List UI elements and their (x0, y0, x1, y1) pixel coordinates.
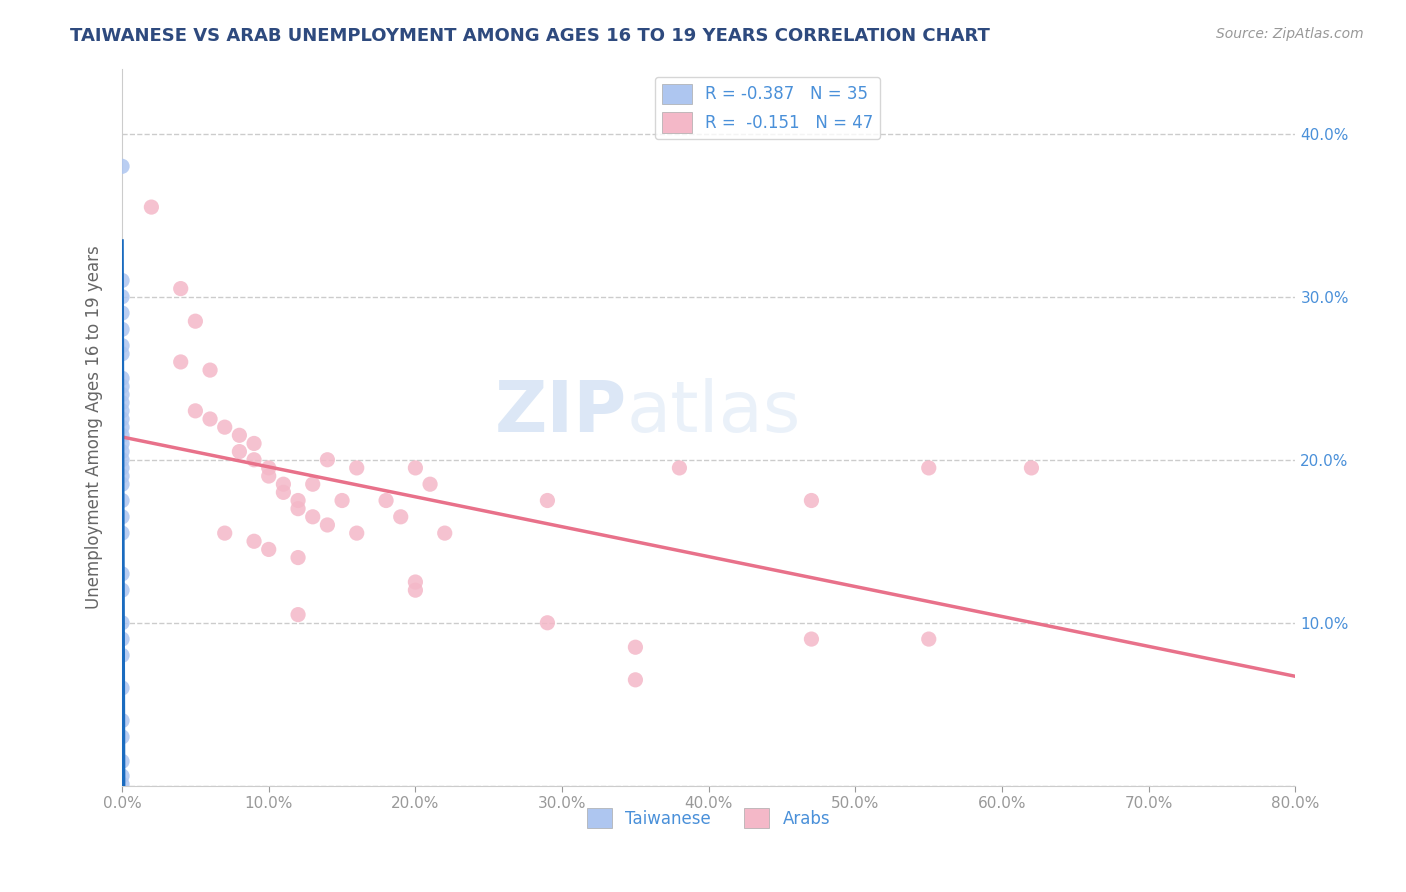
Point (111, 566, 134, 581)
Text: TAIWANESE VS ARAB UNEMPLOYMENT AMONG AGES 16 TO 19 YEARS CORRELATION CHART: TAIWANESE VS ARAB UNEMPLOYMENT AMONG AGE… (70, 27, 990, 45)
Point (228, 444, 250, 458)
Text: ZIP: ZIP (495, 378, 627, 447)
Point (375, 493, 398, 508)
Point (257, 469, 280, 483)
Point (273, 477, 295, 491)
Point (346, 526, 368, 541)
Point (404, 574, 426, 589)
Point (257, 542, 280, 557)
Point (111, 777, 134, 791)
Point (918, 461, 941, 475)
Point (184, 314, 207, 328)
Point (111, 469, 134, 483)
Text: atlas: atlas (627, 378, 801, 447)
Point (170, 282, 193, 296)
Point (111, 461, 134, 475)
Point (111, 338, 134, 352)
Point (111, 615, 134, 630)
Y-axis label: Unemployment Among Ages 16 to 19 years: Unemployment Among Ages 16 to 19 years (86, 245, 103, 609)
Point (404, 461, 426, 475)
Point (243, 452, 266, 467)
Point (389, 509, 412, 524)
Point (111, 755, 134, 769)
Point (668, 461, 690, 475)
Point (536, 615, 558, 630)
Point (257, 461, 280, 475)
Point (111, 436, 134, 450)
Point (111, 769, 134, 783)
Point (1021, 461, 1043, 475)
Point (111, 681, 134, 695)
Point (184, 404, 207, 418)
Point (198, 412, 221, 426)
Point (316, 518, 339, 533)
Point (111, 347, 134, 361)
Point (111, 477, 134, 491)
Point (111, 387, 134, 401)
Point (433, 526, 456, 541)
Point (170, 355, 193, 369)
Point (419, 477, 441, 491)
Point (301, 509, 323, 524)
Point (111, 714, 134, 728)
Point (111, 509, 134, 524)
Point (273, 485, 295, 500)
Point (111, 306, 134, 320)
Point (287, 501, 309, 516)
Point (141, 200, 163, 214)
Point (198, 363, 221, 377)
Point (111, 420, 134, 434)
Point (214, 526, 236, 541)
Point (111, 493, 134, 508)
Point (111, 428, 134, 442)
Point (111, 412, 134, 426)
Point (214, 420, 236, 434)
Point (111, 526, 134, 541)
Point (624, 640, 647, 655)
Point (111, 444, 134, 458)
Point (111, 452, 134, 467)
Point (111, 273, 134, 287)
Point (111, 371, 134, 385)
Point (111, 379, 134, 393)
Point (287, 607, 309, 622)
Point (111, 404, 134, 418)
Point (316, 452, 339, 467)
Point (111, 322, 134, 336)
Point (330, 493, 353, 508)
Point (301, 477, 323, 491)
Point (243, 436, 266, 450)
Point (111, 648, 134, 663)
Point (111, 159, 134, 173)
Point (111, 632, 134, 646)
Point (800, 632, 823, 646)
Point (287, 493, 309, 508)
Point (228, 428, 250, 442)
Point (624, 673, 647, 687)
Point (536, 493, 558, 508)
Point (111, 290, 134, 304)
Text: Source: ZipAtlas.com: Source: ZipAtlas.com (1216, 27, 1364, 41)
Point (111, 583, 134, 598)
Point (918, 632, 941, 646)
Point (287, 550, 309, 565)
Point (346, 461, 368, 475)
Point (111, 730, 134, 744)
Point (243, 534, 266, 549)
Point (404, 583, 426, 598)
Legend: Taiwanese, Arabs: Taiwanese, Arabs (581, 801, 837, 835)
Point (800, 493, 823, 508)
Point (111, 395, 134, 409)
